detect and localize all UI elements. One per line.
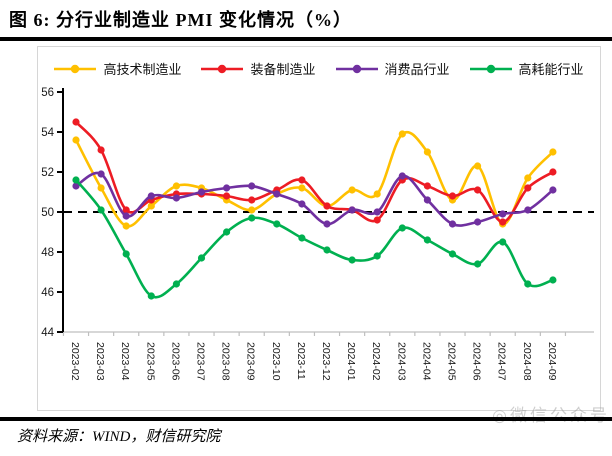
svg-text:2023-11: 2023-11 (295, 342, 307, 380)
legend-marker-icon (201, 64, 244, 73)
page-title: 图 6: 分行业制造业 PMI 变化情况（%） (9, 10, 352, 30)
svg-text:2024-05: 2024-05 (446, 342, 458, 381)
series-markers-2 (72, 170, 557, 228)
svg-text:2024-02: 2024-02 (370, 342, 382, 381)
svg-text:2024-04: 2024-04 (420, 342, 432, 381)
svg-text:2023-08: 2023-08 (220, 342, 232, 381)
series-markers-1 (72, 118, 557, 226)
svg-text:2024-09: 2024-09 (546, 342, 558, 381)
chart-legend: 高技术制造业 装备制造业 消费品行业 高耗能行业 (38, 59, 600, 78)
svg-text:2023-07: 2023-07 (195, 342, 207, 381)
svg-text:44: 44 (41, 327, 54, 339)
svg-text:2023-09: 2023-09 (245, 342, 257, 381)
legend-marker-icon (469, 64, 512, 73)
svg-text:2023-12: 2023-12 (320, 342, 332, 381)
legend-item-3: 高耗能行业 (469, 59, 584, 78)
svg-text:52: 52 (41, 167, 54, 179)
series-markers-3 (72, 176, 557, 300)
title-divider-rule (0, 37, 612, 41)
source-caption: 资料来源：WIND，财信研究院 (17, 429, 221, 445)
legend-label: 高技术制造业 (103, 62, 182, 77)
svg-text:2024-03: 2024-03 (395, 342, 407, 381)
svg-text:2024-08: 2024-08 (521, 342, 533, 381)
legend-label: 消费品行业 (384, 62, 450, 77)
legend-item-2: 消费品行业 (335, 59, 450, 78)
series-3 (72, 176, 557, 300)
legend-label: 装备制造业 (250, 62, 316, 77)
svg-text:2024-01: 2024-01 (345, 342, 357, 381)
legend-marker-icon (54, 64, 97, 73)
svg-text:2023-06: 2023-06 (169, 342, 181, 381)
y-axis-labels: 44 46 48 50 52 54 56 (41, 87, 54, 339)
pmi-chart-panel: 高技术制造业 装备制造业 消费品行业 高耗能行业 44 46 48 50 52 54 56 2023… (37, 46, 601, 411)
legend-label: 高耗能行业 (518, 62, 584, 77)
svg-text:2024-07: 2024-07 (496, 342, 508, 381)
svg-text:2023-03: 2023-03 (94, 342, 106, 381)
svg-text:2023-04: 2023-04 (119, 342, 131, 381)
series-1 (72, 118, 557, 226)
svg-text:46: 46 (41, 287, 54, 299)
svg-text:2024-06: 2024-06 (471, 342, 483, 381)
svg-text:48: 48 (41, 247, 54, 259)
footer-divider-rule (0, 417, 612, 421)
legend-marker-icon (335, 64, 378, 73)
legend-item-0: 高技术制造业 (54, 59, 181, 78)
watermark-text: ◎微信公众号 (492, 406, 610, 425)
series-2 (72, 170, 557, 228)
svg-text:50: 50 (41, 207, 54, 219)
legend-item-1: 装备制造业 (201, 59, 316, 78)
x-axis-labels: 2023-02 2023-03 2023-04 2023-05 2023-06 2023-… (69, 342, 558, 381)
svg-text:2023-10: 2023-10 (270, 342, 282, 381)
svg-text:54: 54 (41, 127, 54, 139)
svg-text:2023-02: 2023-02 (69, 342, 81, 381)
svg-text:2023-05: 2023-05 (144, 342, 156, 381)
axes (57, 88, 594, 336)
series-line-0 (74, 131, 555, 228)
svg-text:56: 56 (41, 87, 54, 99)
